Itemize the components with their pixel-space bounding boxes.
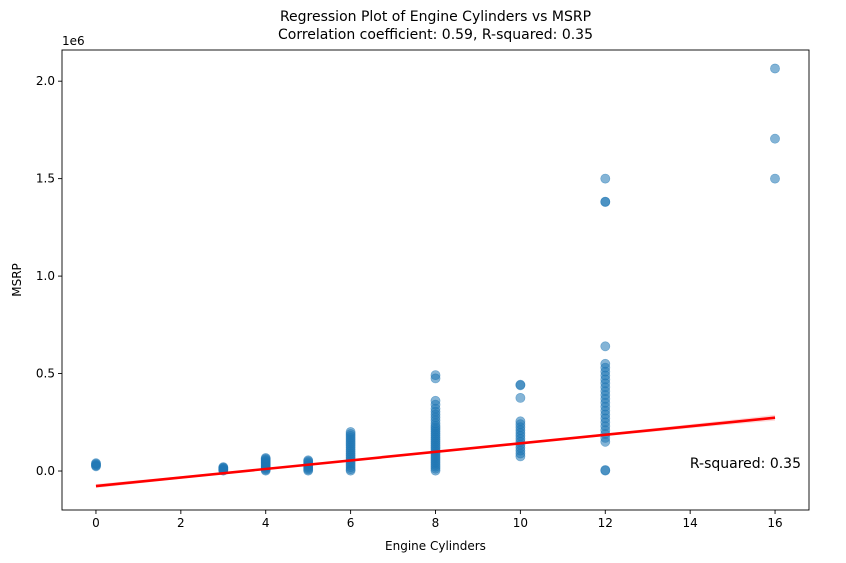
x-tick-label: 14 [683,516,698,530]
y-tick-label: 1.0 [36,269,55,283]
scatter-point [770,63,780,74]
scatter-point [515,379,526,390]
x-axis-label: Engine Cylinders [385,539,486,553]
scatter-point [515,392,526,403]
scatter-point [600,358,611,369]
y-tick-label: 0.5 [36,367,55,381]
x-tick-label: 12 [598,516,613,530]
x-tick-label: 6 [347,516,355,530]
x-tick-label: 16 [767,516,782,530]
plot-layer [91,63,780,488]
x-axis-ticks: 0 2 4 6 8 10 12 14 16 [92,510,783,530]
scatter-point [430,395,441,406]
x-tick-label: 4 [262,516,270,530]
scatter-point [770,173,780,184]
y-tick-label: 2.0 [36,74,55,88]
y-tick-label: 1.5 [36,172,55,186]
x-tick-label: 2 [177,516,185,530]
scatter-point [770,133,780,144]
scatter-point [260,453,271,463]
r-squared-annotation: R-squared: 0.35 [690,456,801,472]
y-tick-label: 0.0 [36,464,55,478]
x-tick-label: 8 [432,516,440,530]
y-axis-label: MSRP [10,263,24,297]
chart-subtitle: Correlation coefficient: 0.59, R-squared… [278,27,593,43]
scatter-point [600,173,611,184]
chart-title: Regression Plot of Engine Cylinders vs M… [280,9,591,25]
scatter-point [430,370,441,380]
scatter-point [218,462,229,472]
y-axis-ticks: 0.0 0.5 1.0 1.5 2.0 [36,74,62,478]
scatter-point [600,341,611,352]
x-tick-label: 10 [513,516,528,530]
scatter-point [600,465,611,475]
scatter-point [345,427,356,437]
y-offset-label: 1e6 [62,34,85,48]
regression-line [95,416,776,488]
scatter-point [91,458,101,469]
scatter-point [515,416,526,427]
scatter-point [600,196,611,207]
x-tick-label: 0 [92,516,100,530]
